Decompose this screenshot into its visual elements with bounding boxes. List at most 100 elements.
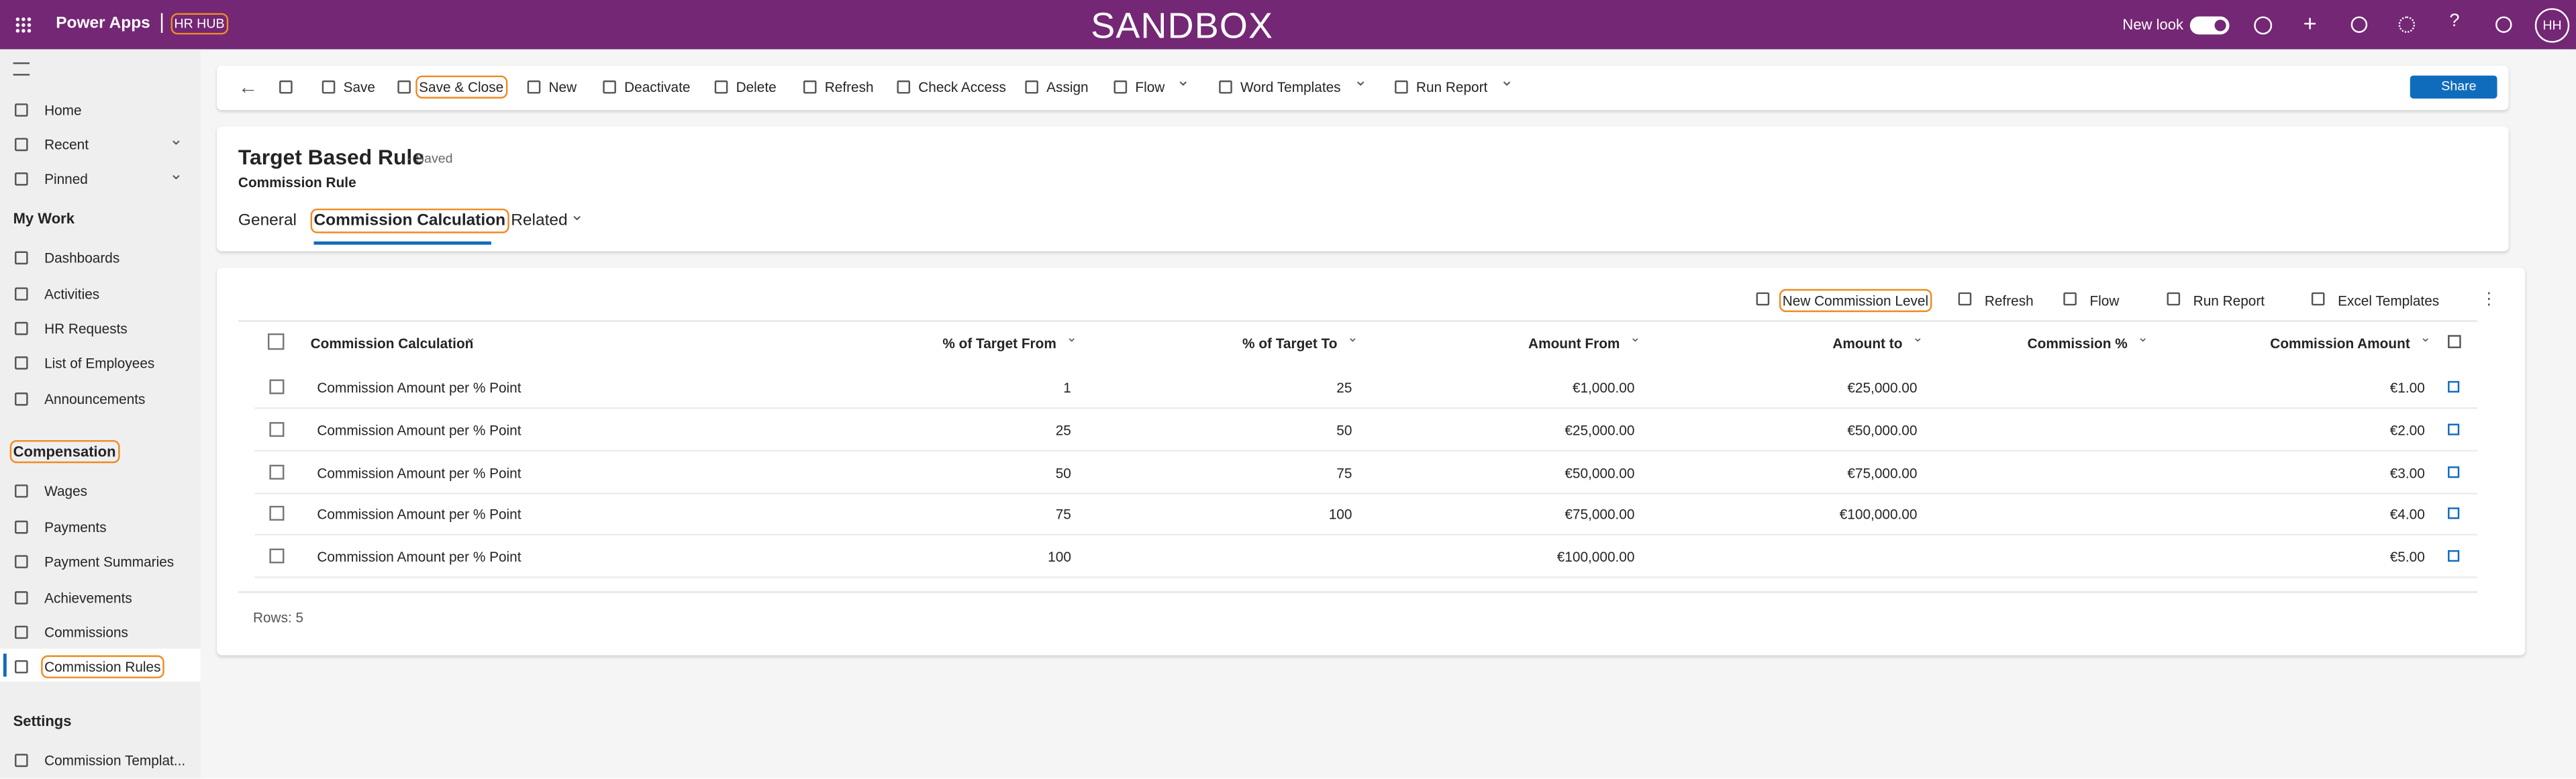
open-link[interactable]	[2448, 508, 2460, 520]
command[interactable]: Deactivate	[624, 79, 691, 95]
hub-name[interactable]: HR HUB	[170, 13, 228, 35]
copilot-icon[interactable]	[2495, 16, 2512, 33]
icon	[527, 80, 541, 94]
share-label[interactable]: Share	[2441, 79, 2477, 94]
command[interactable]: Refresh	[824, 79, 874, 95]
open-link[interactable]	[2448, 423, 2460, 435]
row-checkbox[interactable]	[269, 464, 285, 479]
row-divider	[254, 492, 2478, 494]
nav-item[interactable]: Activities	[44, 285, 100, 303]
chevron[interactable]: ⌄	[570, 207, 584, 225]
search-icon[interactable]	[2254, 16, 2273, 35]
command[interactable]: New	[548, 79, 577, 95]
icon	[897, 80, 911, 94]
column-header[interactable]: Commission Amount	[2270, 335, 2410, 352]
column-header[interactable]: Amount From	[1528, 335, 1620, 352]
grid-command[interactable]: Flow	[2089, 292, 2120, 309]
row-checkbox[interactable]	[269, 548, 285, 564]
command[interactable]: Check Access	[918, 79, 1006, 95]
app-launcher[interactable]	[15, 16, 32, 33]
filter-icon[interactable]	[2350, 16, 2368, 33]
nav-item[interactable]: Payments	[44, 519, 107, 535]
row-checkbox[interactable]	[269, 379, 285, 395]
form-header	[217, 126, 2509, 252]
sort-chevron: ⌄	[2137, 329, 2148, 346]
nav-item[interactable]: Commission Templat...	[44, 752, 186, 769]
new-look-label: New look	[2122, 16, 2184, 33]
grid-command[interactable]: Excel Templates	[2338, 292, 2440, 309]
icon	[15, 138, 28, 152]
nav-item[interactable]: HR Requests	[44, 320, 128, 337]
header-checkbox[interactable]	[267, 333, 285, 350]
grid-command[interactable]: Run Report	[2193, 292, 2265, 309]
icon	[397, 80, 411, 94]
cell: 100	[1048, 548, 1071, 566]
form-title: Target Based Rule	[238, 144, 424, 170]
cell: €50,000.00	[1565, 464, 1635, 481]
open-link[interactable]	[2448, 466, 2460, 478]
nav-item[interactable]: Pinned	[44, 170, 88, 188]
nav-item[interactable]: Home	[44, 101, 82, 119]
command[interactable]: Flow	[1135, 79, 1165, 95]
cell: €75,000.00	[1847, 464, 1918, 481]
nav-item[interactable]: List of Employees	[44, 354, 155, 372]
add-icon[interactable]: +	[2303, 9, 2317, 36]
tab[interactable]: Commission Calculation	[310, 208, 509, 233]
row-checkbox[interactable]	[269, 421, 285, 437]
nav-item[interactable]: Dashboards	[44, 250, 120, 266]
row-checkbox[interactable]	[269, 506, 285, 521]
icon	[15, 555, 28, 568]
column-header[interactable]: Amount to	[1832, 335, 1903, 352]
open-link[interactable]	[2448, 380, 2460, 393]
nav-item[interactable]: Recent	[44, 136, 89, 153]
open-window[interactable]	[279, 80, 293, 94]
more-button[interactable]: ⋮	[2481, 291, 2497, 309]
back-button[interactable]: ←	[238, 75, 258, 99]
cell: €4.00	[2389, 506, 2425, 523]
sort-chevron: ⌄	[1066, 329, 1077, 346]
grid-command[interactable]: Refresh	[1984, 292, 2034, 309]
sort-chevron: ⌄	[2420, 329, 2431, 346]
share-button[interactable]	[2410, 75, 2497, 99]
tab[interactable]: General	[238, 211, 297, 230]
command[interactable]: Save & Close	[415, 75, 507, 99]
nav-item[interactable]: Wages	[44, 482, 88, 500]
nav-item[interactable]: Payment Summaries	[44, 553, 175, 570]
chevron[interactable]: ⌄	[169, 166, 183, 185]
column-header[interactable]: % of Target From	[942, 335, 1056, 352]
column-header[interactable]: Commission Calculation	[310, 335, 474, 352]
grid-command[interactable]: New Commission Level	[1779, 289, 1932, 313]
command[interactable]: Run Report	[1416, 79, 1488, 95]
nav-toggle[interactable]	[13, 62, 30, 76]
icon	[321, 80, 336, 94]
nav-item[interactable]: Commissions	[44, 624, 128, 641]
form-entity: Commission Rule	[238, 174, 356, 191]
open-link[interactable]	[2448, 550, 2460, 562]
command[interactable]: Delete	[736, 79, 777, 95]
tab[interactable]: Related	[511, 211, 568, 230]
help-icon[interactable]: ?	[2449, 11, 2460, 32]
column-header[interactable]: Commission %	[2027, 335, 2128, 352]
app-name[interactable]: Power Apps	[56, 15, 150, 33]
column-header[interactable]: % of Target To	[1242, 335, 1338, 352]
nav-item[interactable]: Achievements	[44, 589, 132, 607]
nav-item[interactable]: Announcements	[44, 391, 146, 408]
command[interactable]: Assign	[1046, 79, 1089, 95]
settings-icon[interactable]	[2398, 16, 2416, 33]
chevron[interactable]: ⌄	[1176, 72, 1191, 91]
command[interactable]: Word Templates	[1240, 79, 1341, 95]
chevron[interactable]: ⌄	[169, 131, 183, 150]
avatar[interactable]: HH	[2534, 8, 2570, 43]
icon	[15, 660, 28, 674]
icon	[15, 103, 28, 117]
nav-item[interactable]: Commission Rules	[41, 655, 164, 678]
link-header	[2448, 335, 2461, 348]
new-look-toggle[interactable]	[2189, 16, 2230, 35]
chevron[interactable]: ⌄	[1353, 72, 1368, 91]
icon	[15, 625, 28, 639]
chevron[interactable]: ⌄	[1499, 72, 1514, 91]
icon	[2311, 292, 2325, 306]
row-count: Rows: 5	[252, 609, 304, 626]
command[interactable]: Save	[343, 79, 375, 95]
icon	[15, 754, 28, 768]
